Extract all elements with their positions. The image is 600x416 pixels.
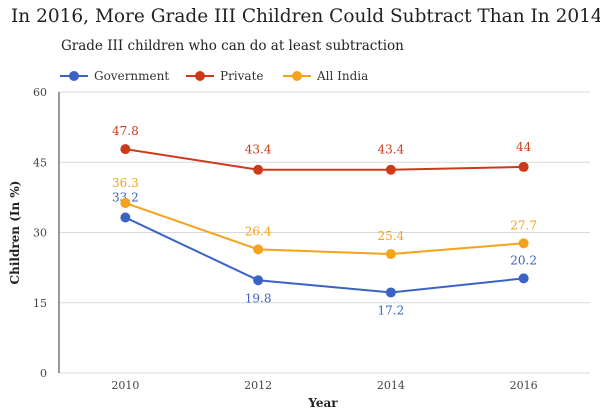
data-label-government: 19.8 (245, 291, 272, 305)
y-axis-title: Children (In %) (8, 181, 22, 285)
series-line-all-india (125, 202, 524, 256)
x-tick-label: 2016 (510, 379, 538, 392)
data-point-all-india (385, 249, 396, 260)
series-line-government (124, 216, 524, 294)
data-label-government: 20.2 (510, 253, 537, 267)
legend-label: Private (220, 69, 264, 83)
data-label-government: 33.2 (112, 191, 139, 205)
y-tick-label: 15 (33, 297, 47, 310)
data-point-government (253, 275, 264, 286)
data-point-private (120, 144, 131, 155)
data-point-government (385, 287, 396, 298)
data-label-all-india: 27.7 (510, 218, 537, 232)
y-tick-label: 45 (33, 156, 47, 169)
chart-title: In 2016, More Grade III Children Could S… (11, 6, 600, 27)
data-point-government (518, 273, 529, 284)
data-label-private: 44 (516, 140, 532, 154)
data-label-private: 43.4 (245, 143, 272, 157)
data-point-private (518, 161, 529, 172)
legend-marker (195, 71, 205, 81)
legend-label: Government (94, 69, 169, 83)
x-axis-title: Year (307, 396, 338, 410)
x-tick-label: 2010 (111, 379, 139, 392)
data-point-government (120, 212, 131, 223)
y-tick-label: 60 (33, 86, 47, 99)
data-label-private: 47.8 (112, 124, 139, 138)
legend-label: All India (316, 69, 368, 83)
data-point-all-india (120, 197, 131, 208)
data-point-private (253, 164, 264, 175)
data-label-all-india: 26.4 (245, 224, 272, 238)
x-tick-label: 2014 (377, 379, 405, 392)
x-tick-label: 2012 (244, 379, 272, 392)
legend-marker (292, 71, 302, 81)
data-label-private: 43.4 (378, 143, 405, 157)
data-point-private (385, 164, 396, 175)
data-label-government: 17.2 (378, 303, 405, 317)
chart-subtitle: Grade III children who can do at least s… (61, 38, 404, 54)
data-label-all-india: 36.3 (112, 176, 139, 190)
data-point-all-india (253, 244, 264, 255)
y-tick-label: 30 (33, 227, 47, 240)
data-point-all-india (518, 238, 529, 249)
legend-marker (69, 71, 79, 81)
data-label-all-india: 25.4 (378, 229, 405, 243)
series-line-private (125, 148, 524, 171)
y-tick-label: 0 (40, 367, 47, 380)
